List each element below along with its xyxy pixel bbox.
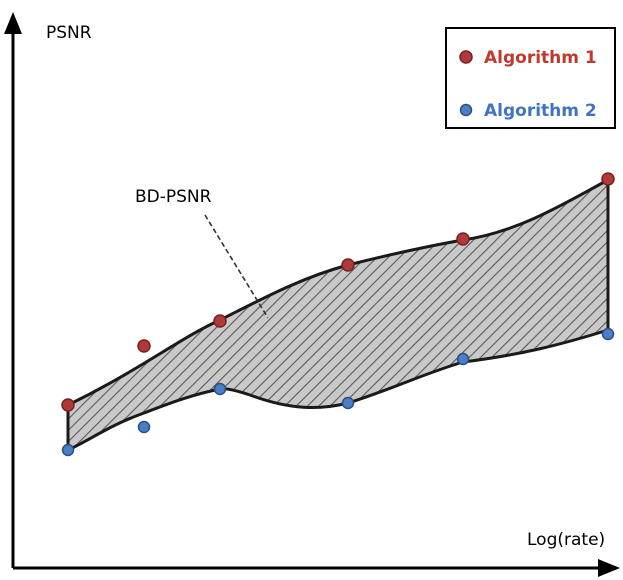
- bd-psnr-leader-line: [204, 214, 269, 319]
- legend-label-algorithm-2: Algorithm 2: [484, 101, 597, 121]
- algorithm-2-point: [61, 443, 75, 457]
- algorithm-1-points: [61, 172, 615, 412]
- x-axis-arrow: [598, 559, 620, 577]
- legend: Algorithm 1 Algorithm 2: [445, 27, 616, 129]
- algorithm-2-curve: [67, 328, 609, 452]
- bd-psnr-area: [68, 180, 608, 450]
- algorithm-1-point: [456, 232, 470, 246]
- y-axis-arrow: [4, 12, 22, 34]
- algorithm-2-points: [61, 327, 615, 457]
- y-axis-label: PSNR: [46, 23, 92, 43]
- algorithm-1-point: [341, 258, 355, 272]
- bd-psnr-label: BD-PSNR: [135, 187, 212, 207]
- axes: [4, 12, 620, 577]
- legend-label-algorithm-1: Algorithm 1: [484, 48, 597, 68]
- algorithm-1-point: [61, 398, 75, 412]
- algorithm-1-point: [213, 314, 227, 328]
- algorithm-2-point: [341, 396, 355, 410]
- legend-box: [445, 27, 616, 129]
- algorithm-2-point: [213, 382, 227, 396]
- algorithm-1-point: [601, 172, 615, 186]
- algorithm-2-point: [601, 327, 615, 341]
- legend-marker-algorithm-1: [459, 50, 473, 64]
- algorithm-1-point: [137, 339, 151, 353]
- algorithm-2-point: [456, 352, 470, 366]
- algorithm-2-point: [137, 420, 151, 434]
- legend-marker-algorithm-2: [459, 103, 473, 117]
- x-axis-label: Log(rate): [527, 530, 605, 550]
